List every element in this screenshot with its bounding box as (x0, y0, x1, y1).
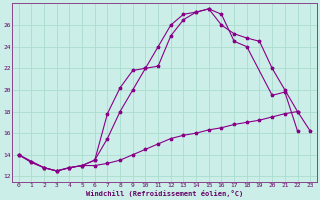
X-axis label: Windchill (Refroidissement éolien,°C): Windchill (Refroidissement éolien,°C) (86, 190, 243, 197)
